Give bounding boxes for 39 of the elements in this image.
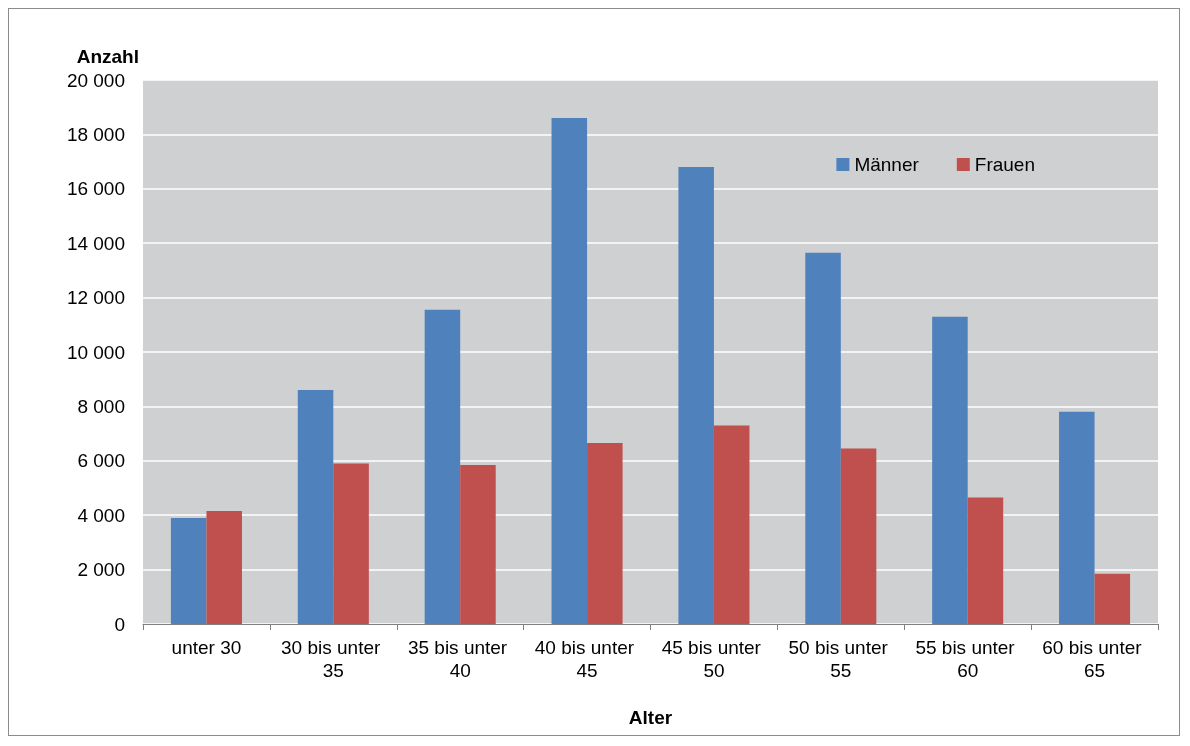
x-tick-label: 40 bis unter 45 xyxy=(534,637,640,681)
bar xyxy=(713,425,750,624)
bar xyxy=(460,464,496,624)
bar xyxy=(333,463,369,624)
y-tick-label: 2 000 xyxy=(77,559,125,581)
bar xyxy=(551,118,588,624)
y-tick-label: 20 000 xyxy=(66,69,125,91)
x-tick-label: 35 bis unter 40 xyxy=(407,637,513,681)
bar xyxy=(805,252,841,624)
y-tick-label: 18 000 xyxy=(66,123,125,145)
y-tick-label: 14 000 xyxy=(66,232,125,254)
y-axis-title: Anzahl xyxy=(76,46,139,67)
bar xyxy=(678,167,714,624)
y-tick-label: 0 xyxy=(114,613,125,635)
bar xyxy=(967,497,1004,624)
bar xyxy=(424,309,461,624)
y-tick-label: 4 000 xyxy=(77,504,125,526)
y-tick-label: 12 000 xyxy=(66,287,125,309)
x-tick-label: 60 bis unter 65 xyxy=(1042,637,1147,681)
legend-label: Frauen xyxy=(974,154,1035,175)
x-axis-title: Alter xyxy=(628,707,673,728)
bar xyxy=(170,517,207,624)
legend-label: Männer xyxy=(854,154,920,175)
y-tick-label: 8 000 xyxy=(77,395,125,417)
bar xyxy=(206,511,242,624)
x-tick-label: 45 bis unter 50 xyxy=(661,637,767,681)
bar xyxy=(587,443,623,624)
x-tick-label: 50 bis unter 55 xyxy=(788,637,894,681)
bar xyxy=(932,316,968,624)
bar xyxy=(1094,573,1131,624)
x-tick-label: unter 30 xyxy=(171,637,242,658)
bar xyxy=(297,390,334,624)
x-tick-label: 30 bis unter 35 xyxy=(281,637,386,681)
bar xyxy=(840,448,877,624)
x-tick-label: 55 bis unter 60 xyxy=(915,637,1020,681)
y-tick-label: 6 000 xyxy=(77,450,125,472)
y-tick-label: 16 000 xyxy=(66,178,125,200)
y-tick-label: 10 000 xyxy=(66,341,125,363)
bar xyxy=(1059,411,1095,624)
